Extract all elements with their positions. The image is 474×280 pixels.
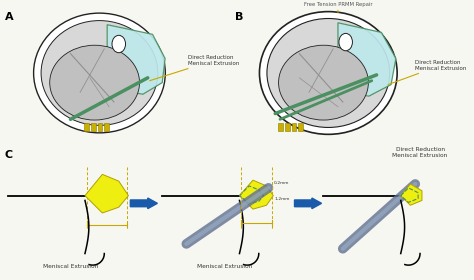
Ellipse shape <box>50 45 139 120</box>
Text: 0-2mm: 0-2mm <box>274 181 290 185</box>
Bar <box>91 123 96 131</box>
Polygon shape <box>85 174 128 213</box>
Text: Direct Reduction
Meniscal Extrusion: Direct Reduction Meniscal Extrusion <box>150 55 240 81</box>
Bar <box>104 123 109 131</box>
Bar <box>98 123 102 131</box>
Ellipse shape <box>41 21 158 125</box>
FancyArrow shape <box>130 198 157 209</box>
Text: Meniscal Extrusion: Meniscal Extrusion <box>43 264 98 269</box>
Bar <box>292 123 296 131</box>
Ellipse shape <box>339 33 353 51</box>
Bar <box>84 123 89 131</box>
Ellipse shape <box>259 11 397 134</box>
FancyArrow shape <box>294 198 321 209</box>
Ellipse shape <box>34 13 165 133</box>
Bar <box>298 123 303 131</box>
Text: C: C <box>5 150 13 160</box>
Text: B: B <box>235 12 243 22</box>
Text: Meniscal Extrusion: Meniscal Extrusion <box>197 264 253 269</box>
Text: Direct Reduction
Meniscal Extrusion: Direct Reduction Meniscal Extrusion <box>388 60 466 85</box>
Polygon shape <box>107 25 165 94</box>
Ellipse shape <box>112 35 126 53</box>
Bar <box>285 123 290 131</box>
Polygon shape <box>401 184 422 205</box>
Bar <box>278 123 283 131</box>
Text: A: A <box>5 12 13 22</box>
Text: 1-2mm: 1-2mm <box>274 197 290 201</box>
Ellipse shape <box>267 18 390 127</box>
Text: Direct Reduction
Meniscal Extrusion: Direct Reduction Meniscal Extrusion <box>392 147 447 158</box>
Polygon shape <box>239 180 273 209</box>
Text: Free Tension PRMM Repair: Free Tension PRMM Repair <box>304 2 372 13</box>
Polygon shape <box>338 23 396 96</box>
Ellipse shape <box>279 45 368 120</box>
